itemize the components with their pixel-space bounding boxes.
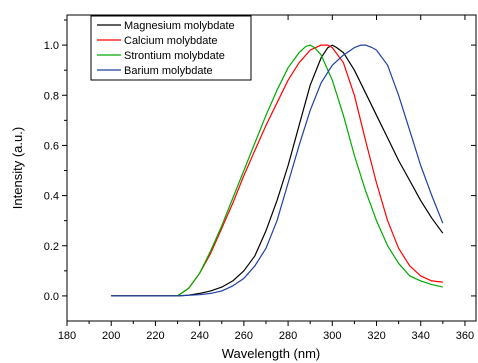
y-tick-label: 0.0 (44, 291, 59, 303)
legend-box (90, 15, 252, 81)
x-tick-label: 220 (146, 330, 164, 342)
y-tick-label: 0.4 (44, 191, 59, 203)
y-tick-label: 0.6 (44, 140, 59, 152)
plot-frame (66, 14, 477, 322)
x-tick-label: 260 (235, 330, 253, 342)
y-tick-label: 1.0 (44, 40, 59, 52)
legend: Magnesium molybdate Calcium molybdate Stro… (90, 15, 252, 81)
x-tick-label: 280 (279, 330, 297, 342)
x-tick-label: 180 (58, 330, 76, 342)
x-tick-label: 360 (456, 330, 474, 342)
x-axis-title: Wavelength (nm) (222, 346, 321, 361)
series-line-4 (111, 44, 444, 297)
x-tick-label: 300 (323, 330, 341, 342)
x-tick-label: 340 (412, 330, 430, 342)
legend-label-2: Calcium molybdate (124, 35, 218, 47)
legend-label-4: Barium molybdate (124, 65, 213, 77)
series-line-1 (111, 44, 444, 297)
series-line-2 (111, 44, 443, 297)
y-axis-title: Intensity (a.u.) (10, 127, 25, 209)
x-tick-label: 320 (367, 330, 385, 342)
x-tick-label: 240 (190, 330, 208, 342)
y-tick-label: 0.8 (44, 90, 59, 102)
legend-label-1: Magnesium molybdate (124, 20, 235, 32)
y-tick-label: 0.2 (44, 241, 59, 253)
series-line-3 (111, 44, 443, 297)
series-layer (111, 44, 444, 297)
x-tick-label: 200 (102, 330, 120, 342)
legend-label-3: Strontium molybdate (124, 50, 225, 62)
y-axis-ticks: 0.0 0.2 0.4 0.6 0.8 1.0 (44, 19, 476, 303)
